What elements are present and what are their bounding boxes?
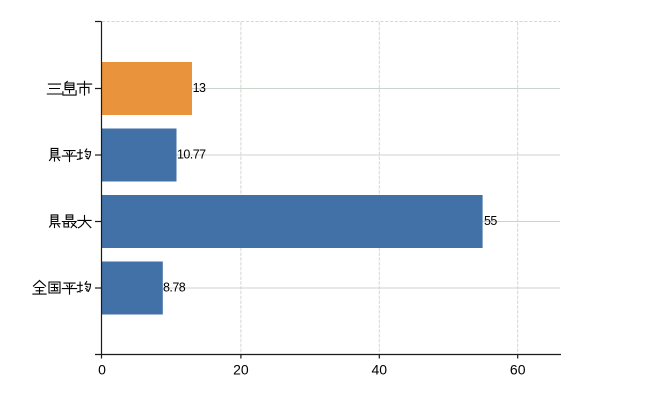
svg-text:0: 0 xyxy=(98,362,106,378)
svg-text:60: 60 xyxy=(510,362,526,378)
svg-text:40: 40 xyxy=(372,362,388,378)
svg-text:8.78: 8.78 xyxy=(163,281,186,295)
svg-text:10.77: 10.77 xyxy=(177,148,206,162)
svg-text:20: 20 xyxy=(233,362,249,378)
svg-text:55: 55 xyxy=(484,214,497,228)
svg-text:13: 13 xyxy=(193,81,206,95)
